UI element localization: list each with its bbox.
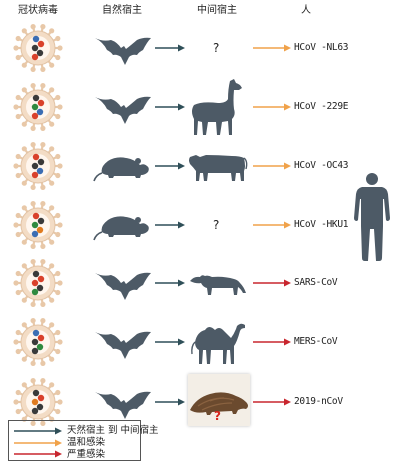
arrow-natural-to-intermediate <box>155 338 185 346</box>
arrow-severe-infection <box>253 338 291 346</box>
arrow-mild-infection <box>253 162 291 170</box>
coronavirus-icon <box>13 378 63 426</box>
legend-arrow-mild <box>14 439 62 447</box>
coronavirus-icon <box>13 142 63 190</box>
mouse-icon <box>93 157 149 182</box>
bat-icon <box>95 272 151 300</box>
question-mark-red: ? <box>214 409 221 423</box>
arrow-severe-infection <box>253 279 291 287</box>
header-natural-host: 自然宿主 <box>102 5 142 16</box>
bat-icon <box>95 96 151 124</box>
coronavirus-icon <box>13 24 63 72</box>
coronavirus-icon <box>13 318 63 366</box>
arrow-natural-to-intermediate <box>155 103 185 111</box>
strain-label: HCoV -OC43 <box>294 160 349 171</box>
strain-label: 2019-nCoV <box>294 396 343 407</box>
cow-icon <box>189 155 248 181</box>
arrow-severe-infection <box>253 398 291 406</box>
legend-label-mild: 温和感染 <box>67 437 106 448</box>
coronavirus-icon <box>13 83 63 131</box>
legend-arrow-natural <box>14 427 62 435</box>
legend: 天然宿主 到 中间宿主 温和感染 严重感染 <box>8 420 159 461</box>
strain-label: HCoV -NL63 <box>294 42 349 53</box>
strain-label: SARS-CoV <box>294 277 338 288</box>
mouse-icon <box>93 216 149 241</box>
legend-arrow-severe <box>14 450 62 458</box>
bat-icon <box>95 331 151 359</box>
coronavirus-icon <box>13 259 63 307</box>
arrow-natural-to-intermediate <box>155 162 185 170</box>
header-human: 人 <box>301 5 311 16</box>
arrow-natural-to-intermediate <box>155 398 185 406</box>
alpaca-icon <box>192 79 242 135</box>
arrow-mild-infection <box>253 44 291 52</box>
header-intermediate-host: 中间宿主 <box>197 5 237 16</box>
arrow-mild-infection <box>253 221 291 229</box>
unknown-intermediate-host: ? <box>213 41 220 55</box>
camel-icon <box>191 323 245 364</box>
human-icon <box>354 173 390 261</box>
arrow-mild-infection <box>253 103 291 111</box>
arrow-natural-to-intermediate <box>155 279 185 287</box>
legend-label-severe: 严重感染 <box>67 449 106 460</box>
civet-icon <box>190 275 246 295</box>
bat-icon <box>95 391 151 419</box>
arrow-natural-to-intermediate <box>155 44 185 52</box>
bat-icon <box>95 37 151 65</box>
strain-label: HCoV -HKU1 <box>294 219 349 230</box>
unknown-intermediate-host: ? <box>213 218 220 232</box>
legend-label-natural: 天然宿主 到 中间宿主 <box>67 425 159 436</box>
pangolin-icon <box>190 392 248 415</box>
strain-label: MERS-CoV <box>294 336 338 347</box>
coronavirus-icon <box>13 201 63 249</box>
pangolin-image: ? <box>188 374 250 426</box>
strain-label: HCoV -229E <box>294 101 349 112</box>
arrow-natural-to-intermediate <box>155 221 185 229</box>
header-virus: 冠状病毒 <box>18 5 58 16</box>
